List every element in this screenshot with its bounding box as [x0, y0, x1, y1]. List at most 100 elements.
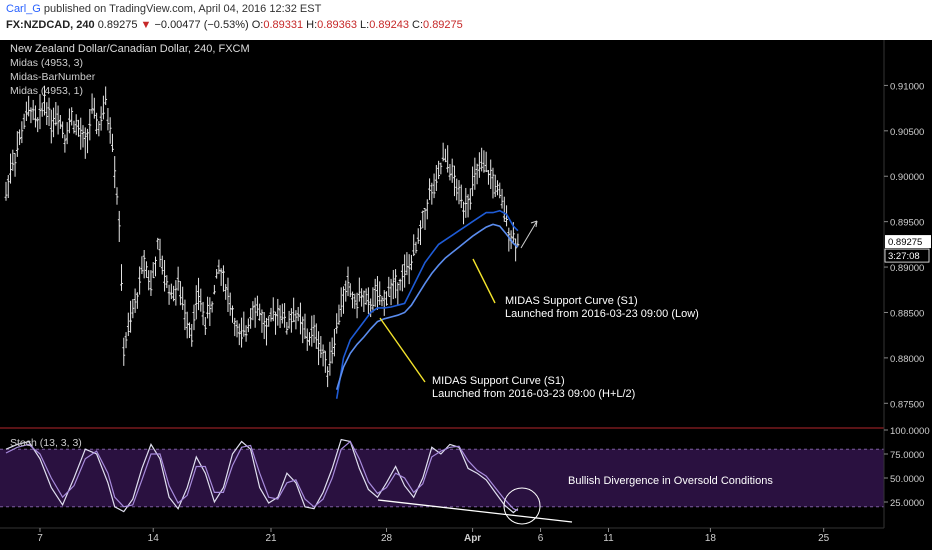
- price-bar[interactable]: [489, 159, 493, 190]
- price-bar[interactable]: [97, 121, 101, 137]
- price-bar[interactable]: [330, 337, 334, 364]
- price-bar[interactable]: [24, 101, 28, 121]
- price-bar[interactable]: [237, 323, 241, 346]
- price-bar[interactable]: [299, 302, 302, 335]
- price-bar[interactable]: [174, 280, 178, 306]
- price-bar[interactable]: [183, 299, 187, 331]
- price-bar[interactable]: [106, 108, 110, 131]
- stoch-d-line[interactable]: [5, 440, 519, 512]
- price-bar[interactable]: [394, 269, 397, 299]
- price-bar[interactable]: [197, 277, 200, 311]
- price-bar[interactable]: [244, 325, 248, 342]
- price-bar[interactable]: [104, 86, 108, 106]
- price-bar[interactable]: [348, 283, 352, 298]
- price-bar[interactable]: [353, 293, 357, 309]
- price-bar[interactable]: [448, 164, 452, 181]
- price-bar[interactable]: [258, 303, 262, 321]
- price-bar[interactable]: [120, 264, 123, 291]
- price-bar[interactable]: [482, 150, 486, 173]
- chart-canvas[interactable]: 0.91000 0.90500 0.90000 0.89500 0.89000 0.885…: [0, 40, 932, 550]
- price-bar[interactable]: [217, 259, 221, 275]
- price-bar[interactable]: [430, 182, 434, 205]
- price-bar[interactable]: [376, 276, 379, 310]
- price-bar[interactable]: [15, 131, 19, 157]
- price-bar[interactable]: [416, 228, 420, 244]
- price-bar[interactable]: [380, 296, 384, 307]
- price-bar[interactable]: [403, 254, 407, 288]
- price-bar[interactable]: [289, 308, 293, 333]
- price-bar[interactable]: [323, 350, 327, 373]
- price-bar[interactable]: [357, 277, 361, 302]
- price-bar[interactable]: [362, 290, 366, 313]
- price-bar[interactable]: [410, 254, 413, 271]
- price-bar[interactable]: [351, 291, 354, 309]
- price-bar[interactable]: [285, 322, 289, 335]
- price-bar[interactable]: [115, 187, 119, 205]
- price-bar[interactable]: [194, 285, 198, 320]
- price-bar[interactable]: [101, 95, 105, 120]
- price-bar[interactable]: [276, 298, 280, 326]
- price-bar[interactable]: [212, 284, 216, 295]
- price-bar[interactable]: [29, 107, 33, 124]
- price-bar[interactable]: [425, 199, 429, 220]
- price-bar[interactable]: [81, 125, 85, 148]
- price-bar[interactable]: [455, 178, 459, 201]
- price-bar[interactable]: [496, 180, 499, 196]
- price-bar[interactable]: [74, 114, 78, 136]
- price-bar[interactable]: [215, 268, 219, 279]
- price-bar[interactable]: [305, 328, 309, 351]
- price-bar[interactable]: [22, 113, 26, 130]
- price-bar[interactable]: [312, 314, 316, 343]
- price-bar[interactable]: [129, 300, 132, 333]
- price-bar[interactable]: [38, 94, 42, 130]
- price-bar[interactable]: [319, 336, 323, 358]
- price-bar[interactable]: [99, 106, 103, 131]
- price-bar[interactable]: [457, 180, 461, 205]
- price-bar[interactable]: [342, 286, 345, 314]
- price-bar[interactable]: [192, 304, 196, 331]
- price-bar[interactable]: [6, 175, 10, 199]
- price-bar[interactable]: [79, 117, 83, 150]
- price-bar[interactable]: [303, 313, 307, 339]
- price-bar[interactable]: [500, 188, 504, 209]
- price-bar[interactable]: [201, 301, 205, 326]
- price-bar[interactable]: [464, 187, 468, 218]
- price-bar[interactable]: [158, 238, 162, 268]
- price-bar[interactable]: [480, 147, 484, 172]
- author-link[interactable]: Carl_G: [6, 3, 41, 15]
- price-bar[interactable]: [199, 288, 203, 312]
- price-bar[interactable]: [154, 256, 157, 277]
- price-bar[interactable]: [83, 127, 87, 159]
- price-bar[interactable]: [382, 290, 386, 316]
- price-bar[interactable]: [432, 173, 436, 199]
- price-bar[interactable]: [179, 281, 182, 306]
- price-bar[interactable]: [373, 278, 377, 307]
- price-bar[interactable]: [77, 119, 80, 137]
- price-bar[interactable]: [149, 270, 153, 296]
- price-bar[interactable]: [308, 332, 311, 346]
- price-bar[interactable]: [274, 311, 277, 335]
- price-bar[interactable]: [117, 210, 121, 243]
- price-bar[interactable]: [364, 288, 368, 305]
- price-bar[interactable]: [40, 102, 44, 117]
- price-bar[interactable]: [287, 310, 291, 329]
- price-bar[interactable]: [260, 309, 264, 333]
- price-bar[interactable]: [328, 341, 332, 376]
- price-bar[interactable]: [56, 105, 60, 135]
- price-bar[interactable]: [210, 301, 214, 313]
- price-bar[interactable]: [253, 297, 257, 328]
- price-bar[interactable]: [20, 121, 24, 144]
- price-bar[interactable]: [466, 194, 470, 218]
- price-bar[interactable]: [391, 269, 395, 300]
- price-bar[interactable]: [271, 297, 275, 322]
- price-bar[interactable]: [165, 275, 169, 289]
- price-bar[interactable]: [49, 109, 53, 144]
- price-bar[interactable]: [317, 331, 320, 366]
- price-bar[interactable]: [52, 107, 55, 138]
- price-bar[interactable]: [190, 324, 194, 347]
- price-bar[interactable]: [477, 152, 481, 178]
- price-bar[interactable]: [90, 93, 94, 114]
- price-bar[interactable]: [491, 167, 495, 199]
- price-bar[interactable]: [262, 312, 266, 340]
- price-bar[interactable]: [439, 162, 443, 175]
